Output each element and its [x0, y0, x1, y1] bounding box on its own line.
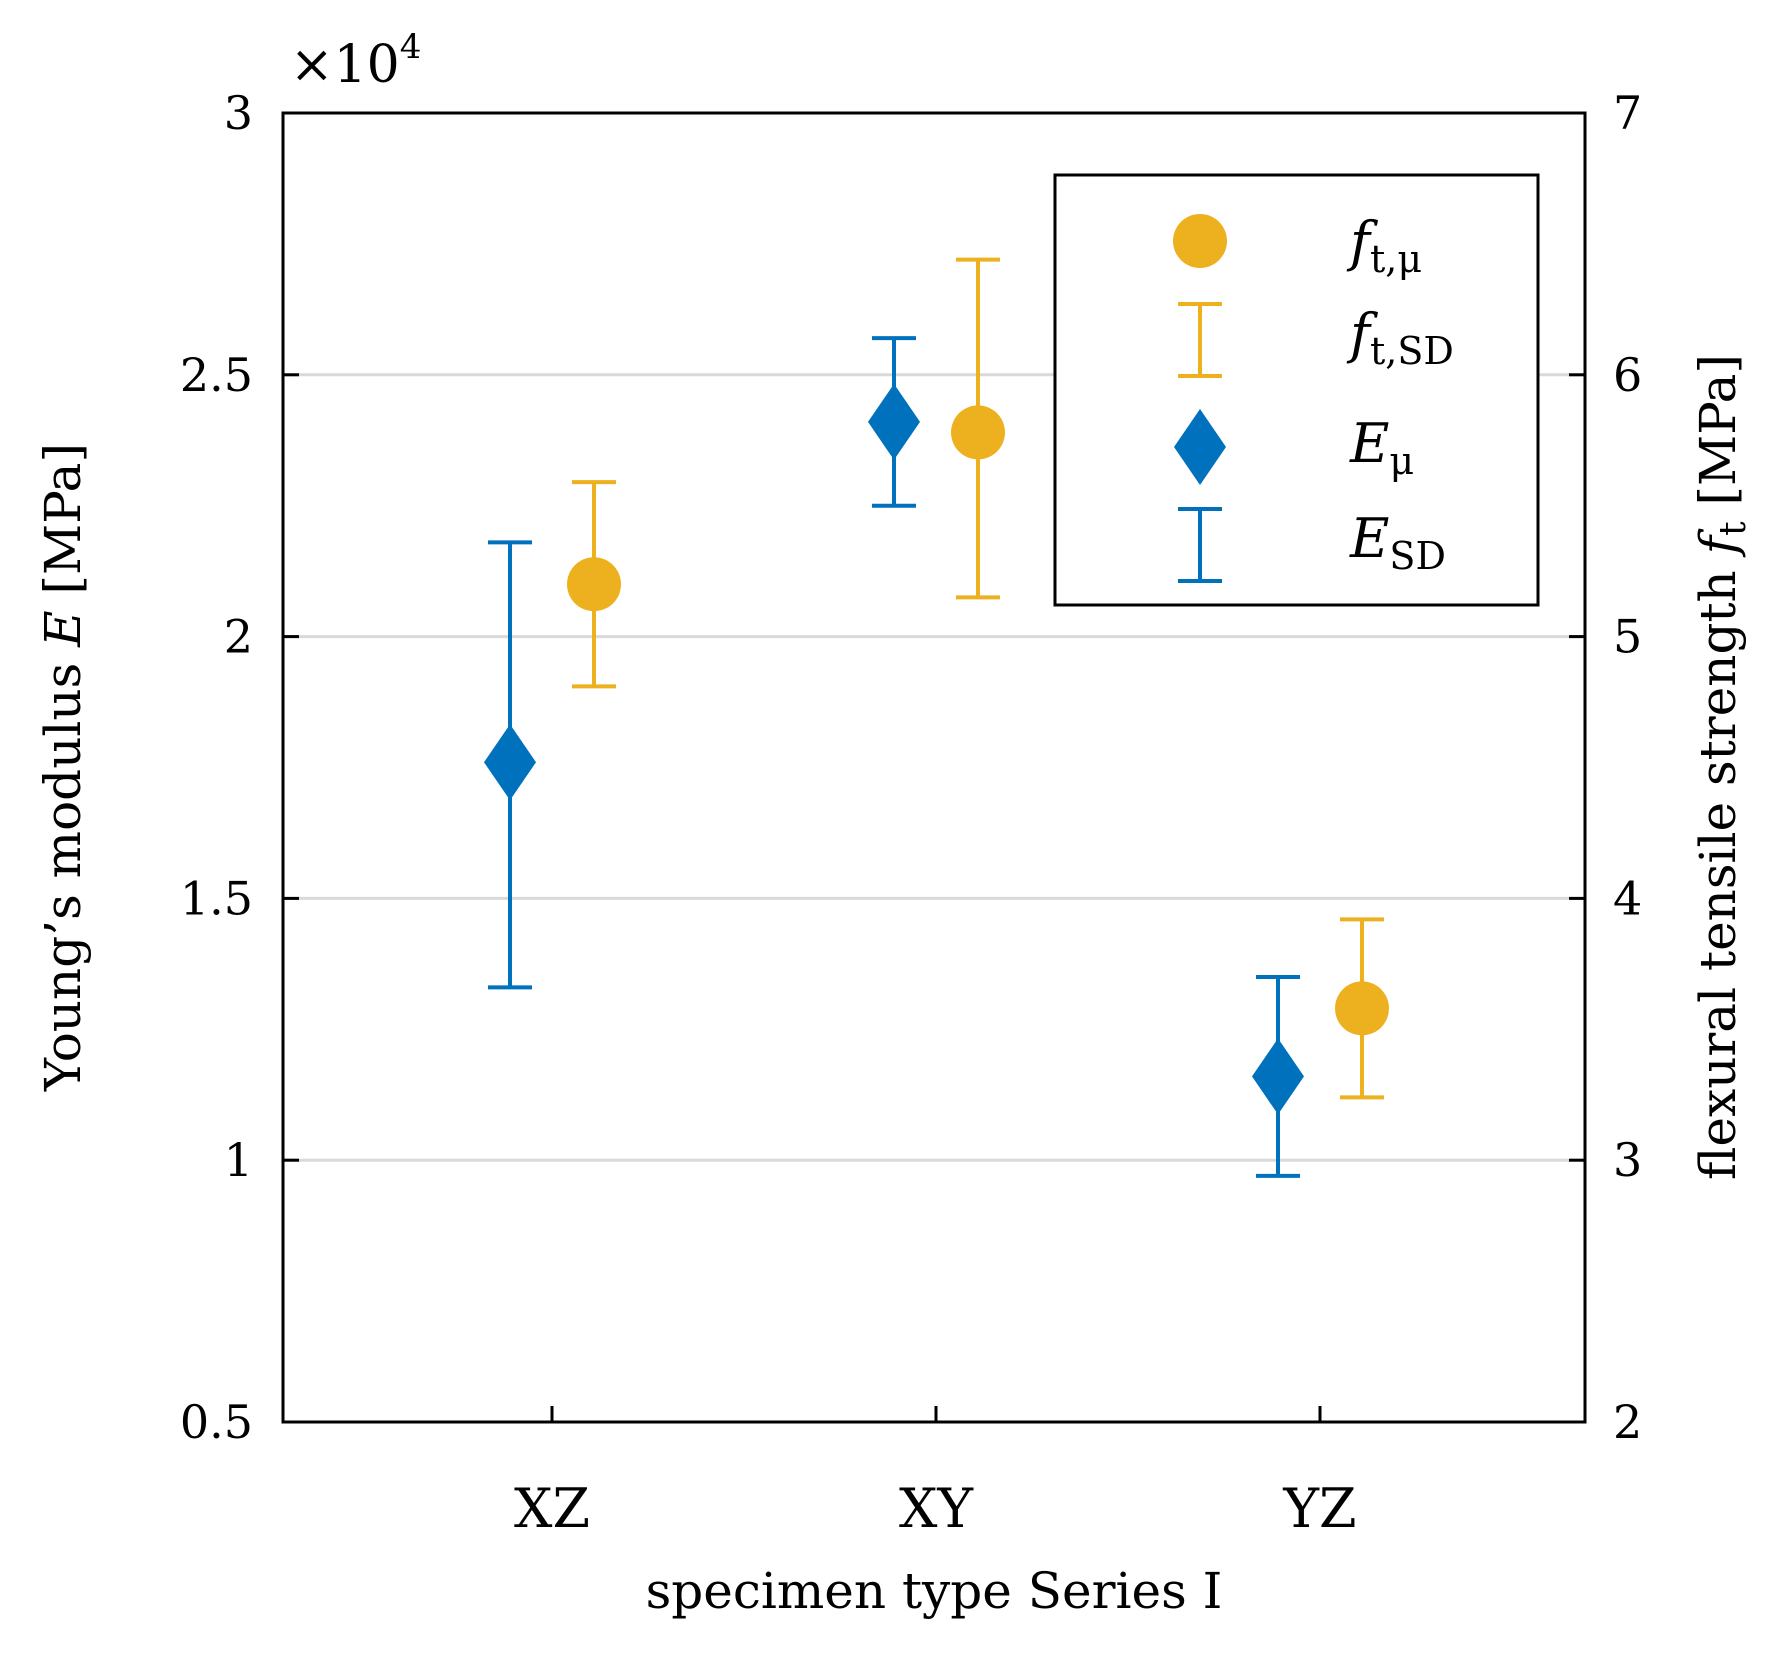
point-ft-xy	[951, 405, 1005, 460]
left-axis-tick-label: 1	[224, 1133, 253, 1187]
legend-label-e-sd: ESD	[1349, 507, 1446, 578]
plot-area-frame	[281, 111, 1587, 1424]
legend-keys	[1173, 214, 1227, 583]
legend: ft,μ ft,SD Eμ ESD	[1053, 173, 1540, 607]
legend-key-circle	[1173, 214, 1227, 268]
left-axis-tick-label: 2.5	[180, 348, 253, 402]
right-axis-tick-label: 7	[1613, 86, 1642, 140]
left-axis-tick-label: 3	[224, 86, 253, 140]
right-axis-label: flexural tensile strength ft [MPa]	[1689, 354, 1754, 1180]
legend-key-errorbar	[1178, 302, 1222, 378]
right-axis-tick-label: 5	[1613, 610, 1642, 664]
axes: 0.5 1 1.5 2 2.5 3 2 3 4 5 6 7 XZ XY YZ	[180, 86, 1642, 1540]
left-axis-tick-label: 2	[224, 610, 253, 664]
legend-box	[1053, 173, 1540, 607]
legend-key-errorbar	[1178, 507, 1222, 583]
left-axis-tick-label: 1.5	[180, 871, 253, 925]
plot-data	[484, 257, 1389, 1178]
right-axis-tick-label: 2	[1613, 1395, 1642, 1449]
legend-label-f-mean: ft,μ	[1346, 210, 1422, 281]
right-axis-tick-label: 6	[1613, 348, 1642, 402]
left-axis-label: Young’s modulus E [MPa]	[34, 443, 92, 1092]
left-axis-multiplier: ×104	[290, 27, 421, 95]
x-axis-tick-label: XZ	[514, 1477, 590, 1540]
point-ft-yz	[1335, 981, 1389, 1036]
x-axis-tick-label: YZ	[1282, 1477, 1356, 1540]
right-axis-tick-label: 3	[1613, 1133, 1642, 1187]
point-ft-xz	[567, 557, 621, 612]
x-axis-label: specimen type Series I	[646, 1562, 1223, 1620]
point-e-xy	[868, 383, 920, 460]
legend-label-e-mean: Eμ	[1349, 412, 1414, 483]
legend-key-diamond	[1174, 409, 1226, 485]
x-axis-tick-label: XY	[899, 1477, 974, 1540]
right-axis-tick-label: 4	[1613, 871, 1642, 925]
point-e-xz	[484, 724, 536, 801]
left-axis-tick-label: 0.5	[180, 1395, 253, 1449]
point-e-yz	[1252, 1038, 1304, 1115]
